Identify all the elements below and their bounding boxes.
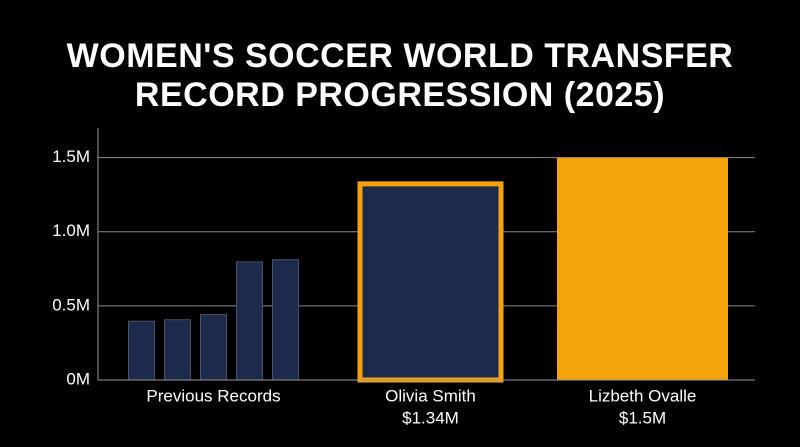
bar (164, 319, 191, 381)
bar (272, 259, 299, 381)
x-tick-label: Lizbeth Ovalle (589, 386, 697, 405)
bar (128, 320, 155, 381)
value-label: $1.5M (619, 408, 666, 427)
value-label: $1.34M (402, 408, 459, 427)
x-tick-label: Olivia Smith (385, 386, 476, 405)
y-tick-label: 0.5M (52, 295, 90, 314)
bar (236, 261, 263, 381)
chart-title: WOMEN'S SOCCER WORLD TRANSFER RECORD PRO… (66, 37, 734, 114)
bar (557, 157, 728, 380)
bar (200, 314, 227, 381)
y-tick-label: 1.0M (52, 221, 90, 240)
group-label: Previous Records (146, 386, 280, 405)
y-tick-label: 0M (66, 369, 90, 388)
bar (357, 181, 504, 383)
y-tick-label: 1.5M (52, 147, 90, 166)
